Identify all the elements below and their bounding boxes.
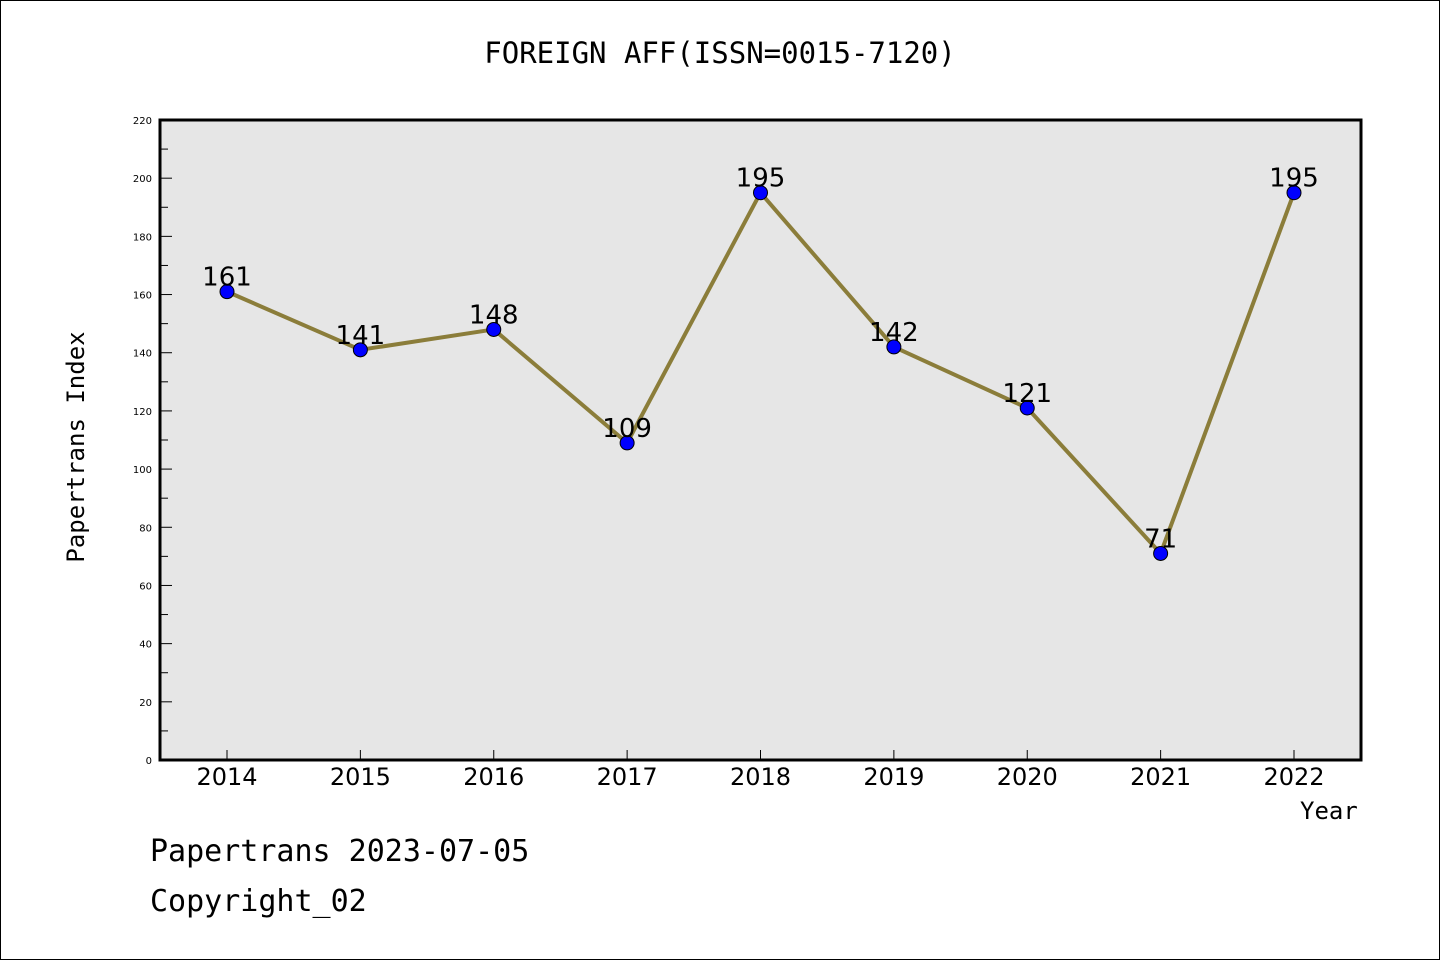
x-tick-label: 2016 [463,763,524,791]
footer-copyright: Copyright_02 [150,884,367,919]
data-label: 148 [469,300,519,330]
y-tick-label: 100 [133,465,152,476]
y-tick-label: 60 [139,581,152,592]
data-point [352,342,368,358]
data-label: 195 [736,164,786,194]
y-tick-label: 220 [133,116,152,127]
data-point [886,339,902,355]
y-tick-label: 200 [133,174,152,185]
footer-date: Papertrans 2023-07-05 [150,834,530,869]
data-label: 71 [1144,524,1177,554]
x-tick-label: 2014 [196,763,257,791]
x-axis-label: Year [1300,797,1358,825]
data-point [1019,400,1035,416]
x-tick-label: 2021 [1130,763,1191,791]
data-point [1286,185,1302,201]
plot-area [160,120,1361,760]
data-label: 195 [1269,164,1319,194]
x-tick-label: 2018 [730,763,791,791]
data-labels: 161 141 148 109 195 142 121 71 195 [202,164,1319,555]
data-point [1153,545,1169,561]
data-label: 141 [336,321,386,351]
data-label: 121 [1002,379,1052,409]
y-tick-label: 160 [133,291,152,302]
data-point [753,185,768,201]
data-label: 161 [202,263,252,293]
data-label: 109 [602,414,652,444]
chart-title: FOREIGN AFF(ISSN=0015-7120) [484,36,956,70]
y-axis-label: Papertrans Index [62,331,90,563]
x-tick-label: 2020 [997,763,1058,791]
series-markers [219,185,1302,561]
x-tick-label: 2015 [330,763,391,791]
plot-border [158,118,1363,762]
y-tick-label: 140 [133,349,152,360]
y-tick-label: 0 [146,756,152,767]
data-point [619,435,635,451]
y-tick-label: 20 [139,698,152,709]
y-tick-label: 40 [139,640,152,651]
data-point [219,284,235,300]
y-tick-label: 120 [133,407,152,418]
x-tick-label: 2022 [1263,763,1324,791]
x-axis: 2014 2015 2016 2017 2018 2019 2020 2021 2022 [196,750,1325,791]
y-tick-label: 180 [133,232,152,243]
y-tick-label: 80 [139,523,152,534]
x-tick-label: 2017 [597,763,658,791]
data-label: 142 [869,318,919,348]
data-point [486,321,502,337]
x-tick-label: 2019 [863,763,924,791]
